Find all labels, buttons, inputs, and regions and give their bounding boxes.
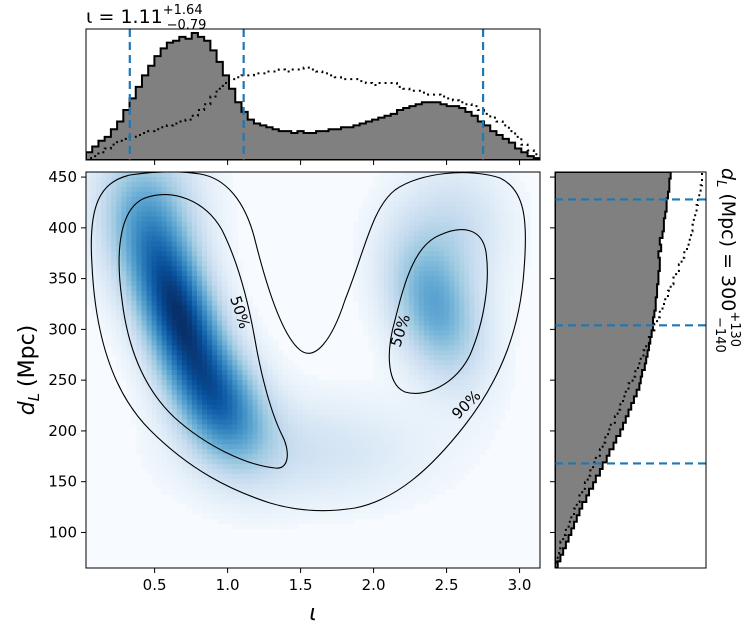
y-tick-label: 300 — [48, 320, 77, 338]
y-tick-label: 350 — [48, 270, 77, 288]
x-tick-label: 1.0 — [216, 576, 240, 594]
x-axis-label: ι — [309, 601, 316, 626]
x-tick-label: 0.5 — [143, 576, 167, 594]
y-tick-label: 200 — [48, 422, 77, 440]
contour-50-right — [388, 229, 488, 394]
x-tick-label: 3.0 — [508, 576, 532, 594]
y-tick-label: 400 — [48, 219, 77, 237]
y-tick-label: 150 — [48, 473, 77, 491]
dl-summary-label: dL(Mpc) = 300+130−140 — [712, 168, 742, 353]
x-tick-label: 2.0 — [362, 576, 386, 594]
y-tick-label: 450 — [48, 168, 77, 186]
iota-summary-title: ι = 1.11+1.64 −0.79 — [86, 3, 206, 33]
top-marginal-panel: ι = 1.11+1.64 −0.79 — [85, 3, 541, 165]
x-tick-label: 2.5 — [435, 576, 459, 594]
x-tick-label: 1.5 — [289, 576, 313, 594]
y-tick-label: 250 — [48, 371, 77, 389]
iota-credible-interval-lines — [128, 29, 485, 160]
y-tick-label: 100 — [48, 523, 77, 541]
dl-posterior-histogram — [555, 172, 672, 568]
density-heatmap — [86, 172, 531, 529]
iota-posterior-histogram — [86, 32, 540, 160]
y-axis-label: dL(Mpc) — [15, 325, 43, 416]
contour-50-left — [118, 194, 288, 469]
right-marginal-panel: dL(Mpc) = 300+130−140 — [550, 168, 742, 569]
contour-90 — [90, 172, 526, 512]
joint-posterior-panel: 50% 50% 90% 0.5 1.0 1.5 2.0 2.5 3.0 100150200… — [15, 168, 541, 626]
